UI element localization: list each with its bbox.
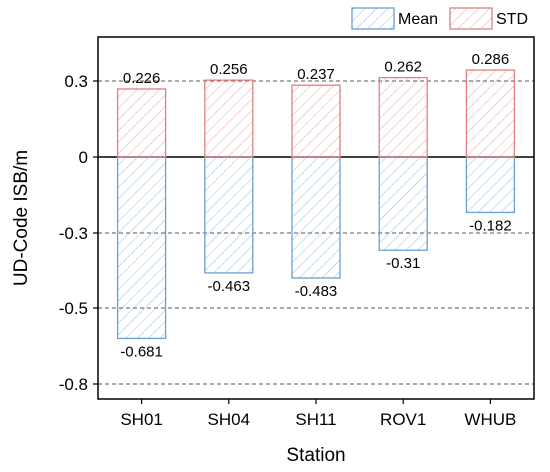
y-tick-label: -0.3 [59, 224, 88, 243]
legend-swatch-std [449, 7, 493, 30]
bar-mean-whub [465, 156, 516, 214]
legend: Mean STD [351, 7, 528, 30]
x-tick-label: SH01 [120, 410, 163, 429]
y-axis-title: UD-Code ISB/m [11, 150, 32, 286]
y-tick-label: 0 [79, 148, 88, 167]
y-tick-label: -0.5 [59, 299, 88, 318]
bars [116, 69, 516, 340]
x-axis-title: Station [286, 445, 345, 466]
data-label-std-whub: 0.286 [472, 51, 510, 68]
x-tick-label: WHUB [464, 410, 516, 429]
data-label-mean-sh01: -0.681 [120, 343, 163, 360]
data-label-std-sh01: 0.226 [123, 70, 161, 87]
legend-label-std: STD [496, 11, 528, 28]
axes: 0.3 0 -0.3 -0.5 -0.8 SH01 SH04 SH11 ROV1 WHUB [59, 72, 517, 429]
data-label-mean-rov1: -0.31 [386, 255, 420, 272]
data-label-std-rov1: 0.262 [384, 59, 422, 76]
x-tick-label: ROV1 [380, 410, 426, 429]
legend-label-mean: Mean [398, 11, 438, 28]
y-tick-label: 0.3 [64, 72, 88, 91]
data-label-mean-sh04: -0.463 [208, 278, 251, 295]
data-label-mean-sh11: -0.483 [295, 283, 338, 300]
bar-mean-sh04 [204, 156, 254, 274]
bar-std-rov1 [378, 76, 428, 158]
bar-std-sh11 [291, 84, 341, 158]
y-tick-label: -0.8 [59, 375, 88, 394]
bar-std-sh01 [116, 88, 167, 158]
legend-swatch-mean [351, 7, 395, 30]
data-label-mean-whub: -0.182 [469, 217, 512, 234]
bar-std-sh04 [204, 79, 254, 158]
x-tick-label: SH11 [295, 410, 336, 429]
bar-std-whub [465, 69, 516, 158]
bar-mean-rov1 [378, 156, 428, 251]
x-tick-label: SH04 [208, 410, 251, 429]
data-label-std-sh04: 0.256 [210, 61, 248, 78]
bar-mean-sh11 [291, 156, 341, 279]
data-labels: -0.681 0.226 -0.463 0.256 -0.483 0.237 -0.31 0.… [120, 51, 511, 360]
bar-mean-sh01 [116, 156, 167, 340]
data-label-std-sh11: 0.237 [297, 66, 335, 83]
